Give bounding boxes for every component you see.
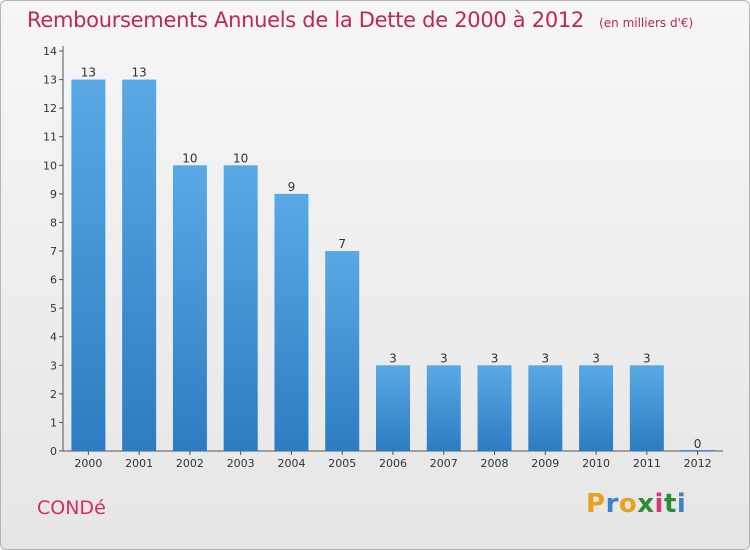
- data-label: 3: [440, 351, 448, 365]
- x-tick-label: 2000: [74, 457, 102, 470]
- chart-data-labels: 13 13 10 10 9 7 3 3 3 3 3 3 0: [81, 66, 702, 451]
- data-label: 3: [541, 351, 549, 365]
- bar: [528, 365, 563, 451]
- data-label: 7: [338, 237, 346, 251]
- x-tick-label: 2009: [531, 457, 559, 470]
- data-label: 10: [182, 151, 197, 165]
- x-tick-label: 2007: [430, 457, 458, 470]
- x-tick-label: 2008: [481, 457, 509, 470]
- x-tick-label: 2001: [125, 457, 153, 470]
- bar: [477, 365, 512, 451]
- y-tick-label: 10: [43, 159, 57, 172]
- data-label: 3: [643, 351, 651, 365]
- y-tick-label: 12: [43, 102, 57, 115]
- y-tick-label: 13: [43, 74, 57, 87]
- y-tick-label: 2: [50, 388, 57, 401]
- y-tick-label: 0: [50, 445, 57, 458]
- y-tick-label: 7: [50, 245, 57, 258]
- x-tick-label: 2011: [633, 457, 661, 470]
- data-label: 13: [81, 66, 96, 80]
- logo-letter: o: [618, 489, 638, 519]
- bar: [172, 165, 207, 452]
- bar: [426, 365, 461, 451]
- logo-letter: i: [654, 489, 664, 519]
- bar: [223, 165, 258, 452]
- data-label: 3: [491, 351, 499, 365]
- logo-letter: x: [637, 489, 655, 519]
- y-tick-label: 6: [50, 274, 57, 287]
- data-label: 3: [592, 351, 600, 365]
- bar: [71, 79, 106, 452]
- y-tick-label: 8: [50, 216, 57, 229]
- x-tick-label: 2010: [582, 457, 610, 470]
- logo-letter: i: [676, 489, 687, 519]
- x-tick-label: 2004: [277, 457, 305, 470]
- data-label: 9: [288, 180, 296, 194]
- commune-name: CONDé: [37, 497, 106, 519]
- logo-letter: r: [605, 489, 619, 519]
- bar: [122, 79, 157, 452]
- bar: [629, 365, 664, 451]
- bar: [274, 193, 309, 451]
- proxiti-logo: Proxiti: [586, 489, 686, 519]
- y-tick-label: 14: [43, 45, 57, 58]
- y-tick-label: 4: [50, 331, 57, 344]
- data-label: 0: [694, 437, 702, 451]
- chart-bars: [71, 79, 715, 452]
- y-tick-label: 11: [43, 131, 57, 144]
- bar: [579, 365, 614, 451]
- y-tick-label: 9: [50, 188, 57, 201]
- chart-title: Remboursements Annuels de la Dette de 20…: [27, 8, 693, 32]
- x-tick-label: 2002: [176, 457, 204, 470]
- logo-letter: t: [663, 489, 677, 519]
- bar: [325, 251, 360, 451]
- x-tick-label: 2003: [227, 457, 255, 470]
- y-tick-label: 3: [50, 359, 57, 372]
- x-tick-label: 2005: [328, 457, 356, 470]
- y-tick-label: 1: [50, 416, 57, 429]
- data-label: 13: [132, 66, 147, 80]
- bar: [376, 365, 410, 451]
- y-tick-label: 5: [50, 302, 57, 315]
- chart-title-text: Remboursements Annuels de la Dette de 20…: [27, 8, 584, 32]
- data-label: 10: [233, 151, 248, 165]
- bar: [680, 450, 715, 451]
- data-label: 3: [389, 351, 397, 365]
- x-tick-label: 2012: [684, 457, 712, 470]
- logo-letter: P: [586, 489, 606, 519]
- unit-note: (en milliers d'€): [599, 16, 694, 30]
- x-tick-label: 2006: [379, 457, 407, 470]
